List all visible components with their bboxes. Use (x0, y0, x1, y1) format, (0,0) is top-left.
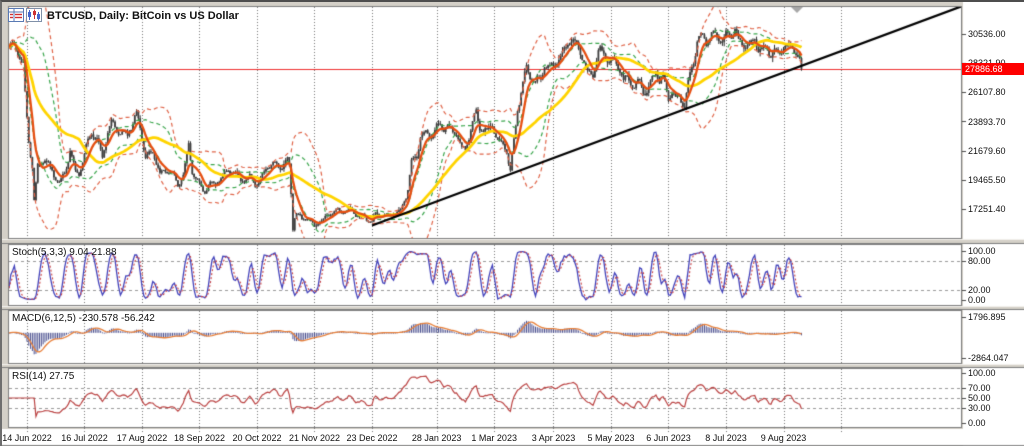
macd-panel[interactable] (8, 310, 962, 364)
date-tick-label: 28 Jan 2023 (411, 433, 462, 443)
stoch-tick-label: 100.00 (968, 246, 996, 256)
date-tick-label: 8 Jul 2023 (705, 433, 747, 443)
date-tick-label: 16 Jul 2022 (61, 433, 108, 443)
price-tick-label: 17251.40 (968, 204, 1006, 214)
date-tick-label: 17 Aug 2022 (116, 433, 168, 443)
stoch-panel-label: Stoch(5,3,3) 9.04 21.88 (12, 247, 117, 258)
rsi-tick-label: 30.00 (968, 403, 991, 413)
rsi-tick-label: 100.00 (968, 368, 996, 378)
date-tick-label: 14 Jun 2022 (2, 433, 52, 443)
price-tick-label: 21679.60 (968, 145, 1006, 156)
price-tick-label: 19465.50 (968, 174, 1006, 185)
candle-chart-icon[interactable] (26, 8, 42, 22)
date-tick-label: 6 Jun 2023 (646, 433, 691, 443)
chart-title: BTCUSD, Daily: BitCoin vs US Dollar (47, 10, 239, 22)
stoch-tick-label: 20.00 (968, 285, 991, 296)
date-tick-label: 21 Nov 2022 (288, 433, 340, 443)
rsi-tick-label: 70.00 (968, 383, 991, 393)
date-tick-label: 5 May 2023 (587, 433, 635, 443)
rsi-panel-label: RSI(14) 27.75 (12, 371, 75, 382)
macd-panel-label: MACD(6,12,5) -230.578 -56.242 (12, 313, 155, 324)
main-chart-panel[interactable] (8, 6, 962, 239)
stoch-tick-label: 80.00 (968, 255, 991, 266)
date-tick-label: 20 Oct 2022 (232, 433, 282, 443)
date-tick-label: 3 Apr 2023 (531, 433, 576, 443)
date-tick-label: 9 Aug 2023 (760, 433, 807, 443)
stoch-panel[interactable] (8, 244, 962, 306)
price-tick-label: 30536.00 (968, 29, 1006, 39)
macd-tick-label: 1796.895 (968, 312, 1006, 322)
date-tick-label: 23 Dec 2022 (346, 433, 398, 443)
macd-tick-label: -2864.047 (968, 353, 1009, 363)
current-price-tag: 27886.68 (962, 63, 1024, 75)
date-tick-label: 1 Mar 2023 (471, 433, 517, 443)
date-tick-label: 18 Sep 2022 (173, 433, 225, 443)
rsi-tick-label: 0.00 (968, 418, 986, 428)
rsi-panel[interactable] (8, 368, 962, 428)
rsi-tick-label: 50.00 (968, 393, 991, 403)
price-tick-label: 23893.70 (968, 116, 1006, 127)
quotes-grid-icon[interactable] (8, 8, 24, 22)
price-tick-label: 26107.80 (968, 87, 1006, 98)
stoch-tick-label: 0.00 (968, 295, 986, 305)
